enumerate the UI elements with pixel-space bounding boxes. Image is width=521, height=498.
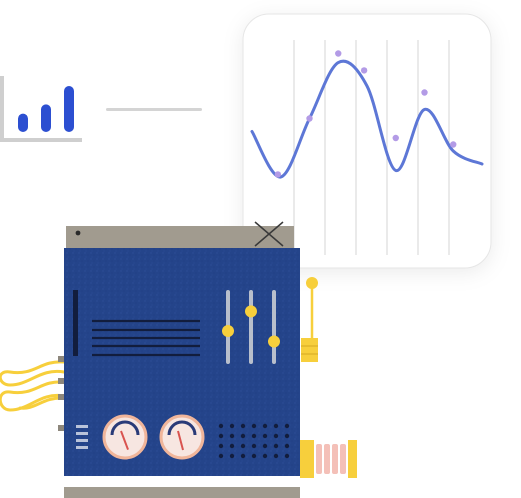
wave-chart-dots: [274, 50, 457, 178]
antenna: [301, 277, 318, 362]
gauge-needle: [120, 430, 129, 450]
speaker-hole: [218, 453, 224, 459]
wave-chart-card: [242, 13, 492, 269]
wave-dot: [306, 115, 313, 122]
wave-dot: [421, 89, 428, 96]
gauge-needle: [177, 430, 184, 451]
bar-chart-icon: [0, 76, 82, 142]
slider-knob: [222, 325, 234, 337]
speaker-grille: [218, 423, 290, 459]
device-panel: [64, 248, 300, 476]
device-bottom-frame: [64, 487, 300, 498]
mini-chart-axis-y: [0, 76, 4, 142]
speaker-hole: [218, 433, 224, 439]
speaker-hole: [240, 453, 246, 459]
wave-dot: [274, 171, 282, 178]
speaker-hole: [240, 433, 246, 439]
speaker-hole: [240, 423, 246, 429]
speaker-hole: [284, 423, 290, 429]
wave-dot: [450, 141, 457, 148]
display-lines: [92, 319, 200, 357]
speaker-hole: [229, 433, 235, 439]
gauge-icon: [102, 414, 148, 460]
mini-chart-axis-x: [0, 138, 82, 142]
speaker-hole: [262, 423, 268, 429]
panel-slot: [73, 290, 78, 356]
top-screw: [75, 230, 81, 236]
speaker-hole: [229, 443, 235, 449]
speaker-hole: [273, 453, 279, 459]
wave-dot: [392, 134, 399, 142]
side-vent: [76, 425, 88, 449]
mini-chart-bar: [64, 86, 74, 132]
speaker-hole: [251, 433, 257, 439]
card-background: [242, 13, 492, 269]
device-top-frame: [66, 221, 294, 248]
speaker-hole: [262, 443, 268, 449]
speaker-hole: [251, 423, 257, 429]
x-mark-icon: [254, 221, 284, 247]
spring-connector: [300, 440, 357, 478]
gauge-group: [102, 414, 205, 460]
speaker-hole: [262, 453, 268, 459]
slider-knob: [268, 335, 280, 348]
speaker-hole: [273, 443, 279, 449]
wave-dot: [360, 67, 368, 74]
mini-chart-bar: [18, 113, 28, 132]
wave-series-line: [250, 59, 484, 179]
left-wires: [0, 360, 66, 412]
speaker-hole: [284, 433, 290, 439]
speaker-hole: [229, 453, 235, 459]
speaker-hole: [273, 423, 279, 429]
speaker-hole: [262, 433, 268, 439]
wave-dot: [335, 50, 342, 57]
mini-chart-bar: [41, 104, 51, 132]
speaker-hole: [251, 443, 257, 449]
speaker-hole: [240, 443, 246, 449]
speaker-hole: [284, 443, 290, 449]
top-bar: [66, 226, 294, 248]
slider-knob: [245, 305, 257, 318]
mini-chart-bars: [18, 86, 74, 132]
connector-line: [106, 108, 202, 111]
speaker-hole: [273, 433, 279, 439]
speaker-hole: [218, 423, 224, 429]
left-connectors: [58, 356, 67, 431]
speaker-hole: [284, 453, 290, 459]
speaker-hole: [218, 443, 224, 449]
gauge-icon: [159, 414, 205, 460]
speaker-hole: [229, 423, 235, 429]
speaker-hole: [251, 453, 257, 459]
slider-group: [222, 290, 280, 364]
